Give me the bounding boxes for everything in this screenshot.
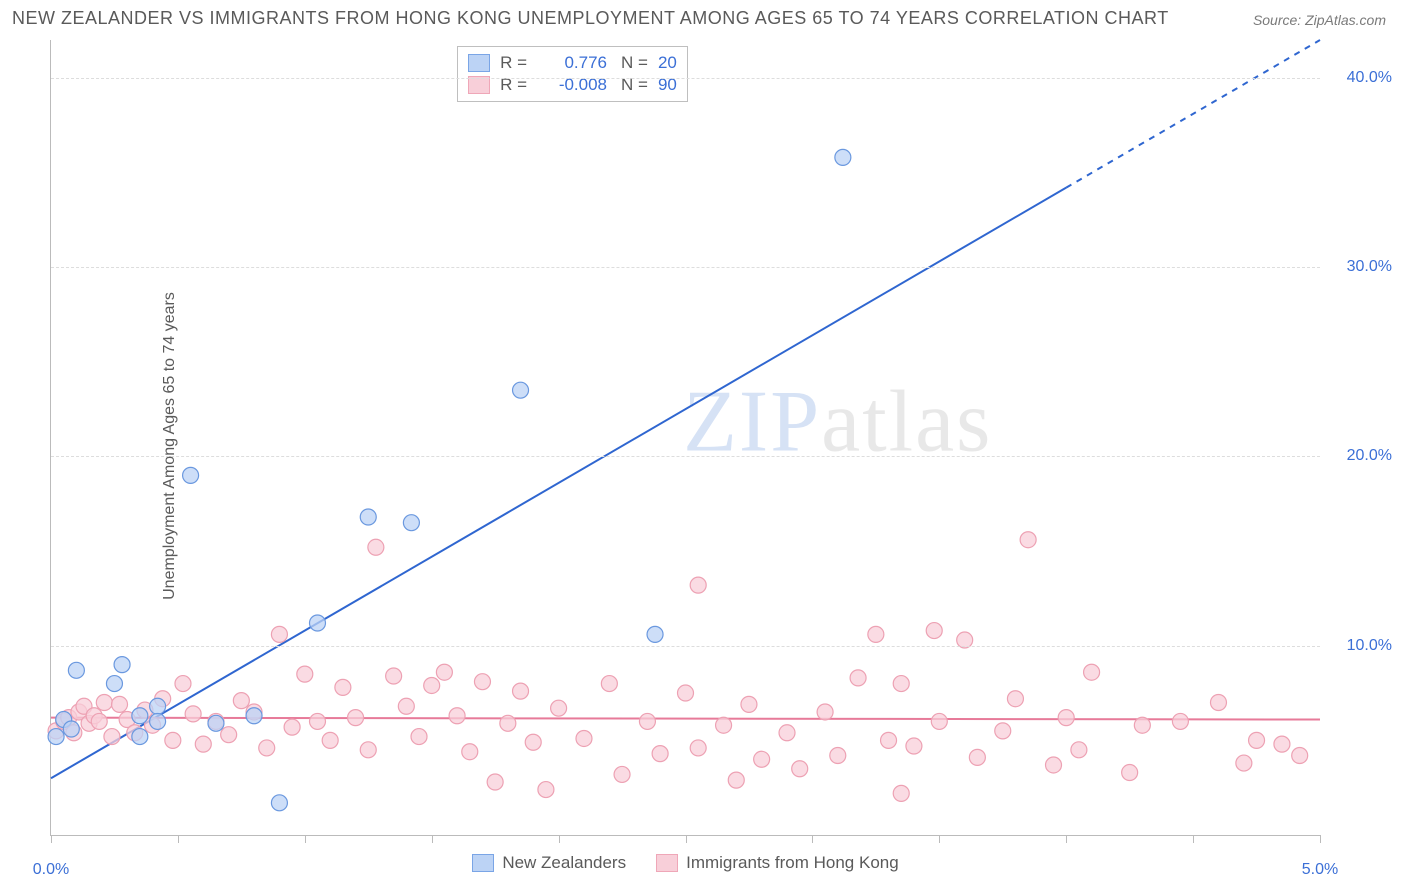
x-tick bbox=[305, 835, 306, 843]
x-tick bbox=[1193, 835, 1194, 843]
x-tick bbox=[939, 835, 940, 843]
gridline bbox=[51, 267, 1320, 268]
x-tick bbox=[1066, 835, 1067, 843]
y-tick-label: 30.0% bbox=[1347, 258, 1392, 276]
swatch-blue bbox=[472, 854, 494, 872]
x-tick bbox=[559, 835, 560, 843]
plot-area: ZIPatlas R = 0.776 N = 20 R = -0.008 N =… bbox=[50, 40, 1320, 836]
x-tick-label: 5.0% bbox=[1302, 861, 1338, 879]
y-tick-label: 40.0% bbox=[1347, 69, 1392, 87]
x-tick bbox=[432, 835, 433, 843]
chart-title: NEW ZEALANDER VS IMMIGRANTS FROM HONG KO… bbox=[12, 8, 1169, 29]
y-tick-label: 10.0% bbox=[1347, 637, 1392, 655]
x-tick bbox=[812, 835, 813, 843]
legend-label-pink: Immigrants from Hong Kong bbox=[686, 853, 899, 873]
x-tick bbox=[686, 835, 687, 843]
legend-item-blue: New Zealanders bbox=[472, 853, 626, 873]
x-tick bbox=[178, 835, 179, 843]
x-tick-label: 0.0% bbox=[33, 861, 69, 879]
legend-label-blue: New Zealanders bbox=[502, 853, 626, 873]
gridline bbox=[51, 646, 1320, 647]
source-credit: Source: ZipAtlas.com bbox=[1253, 12, 1386, 28]
swatch-pink bbox=[656, 854, 678, 872]
series-legend: New Zealanders Immigrants from Hong Kong bbox=[51, 853, 1320, 873]
x-tick bbox=[1320, 835, 1321, 843]
y-tick-label: 20.0% bbox=[1347, 447, 1392, 465]
gridline bbox=[51, 78, 1320, 79]
gridline bbox=[51, 456, 1320, 457]
legend-item-pink: Immigrants from Hong Kong bbox=[656, 853, 899, 873]
chart-svg bbox=[51, 40, 1320, 835]
x-tick bbox=[51, 835, 52, 843]
